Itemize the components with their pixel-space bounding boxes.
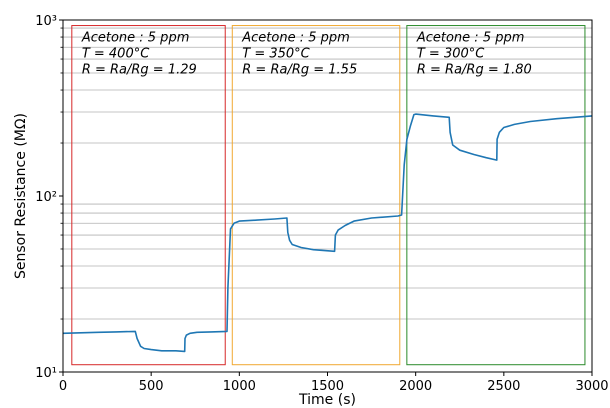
y-axis-ticks: 10¹ 10² 10³	[35, 14, 63, 381]
x-tick-label: 0	[59, 379, 67, 394]
annotation-text: Acetone : 5 ppm	[241, 31, 350, 46]
annotation-text: R = Ra/Rg = 1.29	[82, 63, 197, 78]
x-axis-label: Time (s)	[298, 392, 356, 408]
x-tick-label: 500	[139, 379, 164, 394]
series-line	[62, 113, 593, 353]
annotation-text: T = 400°C	[82, 47, 150, 62]
x-tick-label: 3000	[575, 379, 608, 394]
y-tick-label: 10³	[35, 14, 57, 29]
x-tick-label: 2000	[399, 379, 432, 394]
annotation-text: Acetone : 5 ppm	[416, 31, 525, 46]
y-axis-label: Sensor Resistance (MΩ)	[13, 113, 29, 279]
annotation-text: T = 300°C	[417, 47, 485, 62]
x-tick-label: 1000	[223, 379, 256, 394]
y-tick-label: 10¹	[35, 366, 57, 381]
annotation-text: Acetone : 5 ppm	[81, 31, 190, 46]
y-tick-label: 10²	[35, 190, 57, 205]
x-axis-ticks: 0 500 1000 1500 2000 2500 3000	[59, 372, 609, 394]
x-tick-label: 1500	[311, 379, 344, 394]
grid-lines	[63, 27, 592, 320]
annotation-box	[406, 25, 586, 366]
annotation-box	[71, 25, 226, 366]
annotation-text: T = 350°C	[242, 47, 310, 62]
annotation-text: R = Ra/Rg = 1.55	[242, 63, 357, 78]
data-series	[62, 113, 593, 353]
annotation-box	[231, 25, 401, 366]
annotation-text: R = Ra/Rg = 1.80	[417, 63, 532, 78]
x-tick-label: 2500	[487, 379, 520, 394]
